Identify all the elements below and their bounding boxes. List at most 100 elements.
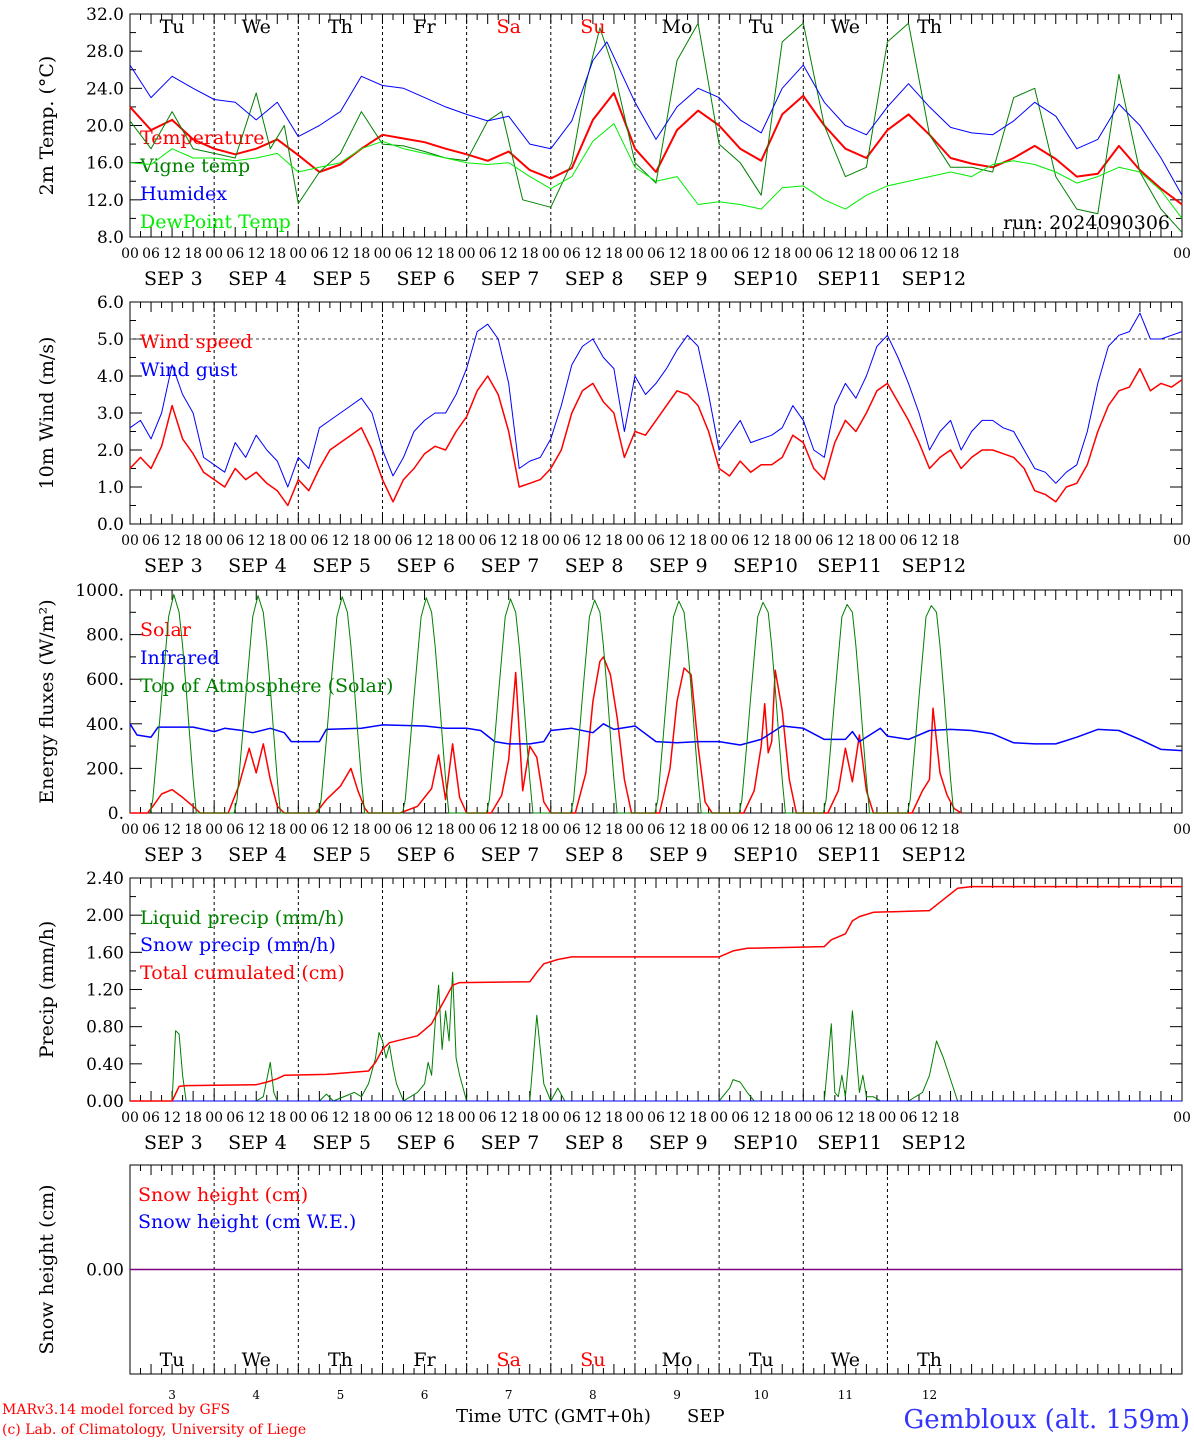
hour-label: 00	[1173, 1110, 1191, 1126]
hour-label: 18	[521, 1110, 539, 1126]
day-abbr-top: Th	[917, 16, 942, 38]
hour-label: 06	[731, 246, 749, 262]
date-month-label: SEP	[733, 268, 773, 290]
hour-label: 00	[542, 246, 560, 262]
xaxis-title: Time UTC (GMT+0h)	[456, 1406, 651, 1427]
date-month-label: SEP	[481, 555, 521, 577]
hour-label: 18	[353, 533, 371, 549]
hour-label: 06	[900, 1110, 918, 1126]
hour-label: 06	[395, 822, 413, 838]
date-day-label: 7	[527, 1132, 539, 1154]
hour-label: 00	[710, 822, 728, 838]
date-day-label: 4	[275, 1132, 287, 1154]
hour-label: 18	[689, 822, 707, 838]
day-number-bottom: 12	[922, 1388, 937, 1402]
hour-label: 00	[710, 533, 728, 549]
hour-label: 00	[121, 1110, 139, 1126]
hour-label: 06	[900, 533, 918, 549]
plot-frame	[129, 589, 1183, 814]
hour-label: 00	[794, 246, 812, 262]
date-month-label: SEP	[901, 555, 941, 577]
date-day-label: 10	[774, 1132, 798, 1154]
hour-label: 18	[521, 246, 539, 262]
hour-label: 12	[331, 822, 349, 838]
day-abbr-top: Mo	[662, 16, 693, 38]
y-tick-label: 1.20	[86, 981, 124, 1001]
hour-label: 00	[458, 533, 476, 549]
y-tick-label: 0.	[108, 804, 124, 824]
date-month-label: SEP	[396, 844, 436, 866]
hour-label: 06	[815, 533, 833, 549]
legend-entry: DewPoint Temp	[140, 211, 291, 233]
series-line	[129, 92, 1183, 206]
date-month-label: SEP	[144, 555, 184, 577]
date-day-label: 8	[611, 268, 623, 290]
hour-label: 00	[542, 533, 560, 549]
hour-label: 06	[479, 533, 497, 549]
date-day-label: 6	[443, 268, 455, 290]
date-month-label: SEP	[901, 1132, 941, 1154]
hour-label: 00	[121, 822, 139, 838]
hour-label: 00	[1173, 822, 1191, 838]
hour-label: 12	[247, 246, 265, 262]
legend-entry: Humidex	[140, 183, 227, 205]
date-day-label: 8	[611, 1132, 623, 1154]
y-tick-label: 2.40	[86, 869, 124, 889]
hour-label: 00	[626, 1110, 644, 1126]
hour-label: 18	[521, 822, 539, 838]
y-axis-label: Energy fluxes (W/m²)	[36, 599, 58, 803]
hour-label: 18	[942, 533, 960, 549]
hour-label: 12	[416, 1110, 434, 1126]
hour-label: 18	[857, 822, 875, 838]
y-tick-label: 2.00	[86, 906, 124, 926]
y-axis-label: Precip (mm/h)	[36, 921, 58, 1059]
hour-label: 18	[437, 822, 455, 838]
hour-label: 12	[163, 246, 181, 262]
hour-label: 06	[563, 822, 581, 838]
hour-label: 06	[900, 822, 918, 838]
day-abbr-bottom: We	[242, 1349, 271, 1371]
y-tick-label: 400.	[86, 715, 124, 735]
hour-label: 00	[374, 1110, 392, 1126]
date-month-label: SEP	[228, 268, 268, 290]
y-tick-label: 0.80	[86, 1018, 124, 1038]
y-tick-label: 32.0	[86, 5, 124, 25]
day-abbr-bottom: We	[831, 1349, 860, 1371]
date-day-label: 9	[696, 555, 708, 577]
date-day-label: 4	[275, 555, 287, 577]
date-day-label: 11	[858, 844, 882, 866]
station-name: Gembloux (alt. 159m)	[904, 1405, 1190, 1435]
hour-label: 12	[500, 533, 518, 549]
hour-label: 06	[395, 533, 413, 549]
date-month-label: SEP	[396, 555, 436, 577]
date-month-label: SEP	[649, 268, 689, 290]
hour-label: 00	[626, 533, 644, 549]
hour-label: 00	[374, 533, 392, 549]
hour-label: 06	[900, 246, 918, 262]
day-abbr-top: We	[242, 16, 271, 38]
date-month-label: SEP	[901, 844, 941, 866]
hour-label: 06	[226, 1110, 244, 1126]
legend-entry: Infrared	[140, 647, 220, 669]
date-month-label: SEP	[396, 268, 436, 290]
hour-label: 12	[921, 533, 939, 549]
hour-label: 00	[205, 1110, 223, 1126]
date-month-label: SEP	[733, 1132, 773, 1154]
hour-label: 00	[121, 246, 139, 262]
date-month-label: SEP	[817, 1132, 857, 1154]
series-line	[129, 22, 1183, 233]
y-tick-label: 0.0	[97, 515, 124, 535]
hour-label: 06	[647, 246, 665, 262]
series-line	[129, 723, 1183, 752]
hour-label: 00	[374, 822, 392, 838]
hour-label: 18	[773, 1110, 791, 1126]
hour-label: 06	[815, 822, 833, 838]
date-day-label: 9	[696, 1132, 708, 1154]
day-abbr-bottom: Tu	[749, 1349, 774, 1371]
date-month-label: SEP	[481, 268, 521, 290]
day-abbr-bottom: Tu	[160, 1349, 185, 1371]
date-month-label: SEP	[565, 555, 605, 577]
y-axis-label: 2m Temp. (°C)	[36, 56, 58, 196]
hour-label: 00	[289, 533, 307, 549]
